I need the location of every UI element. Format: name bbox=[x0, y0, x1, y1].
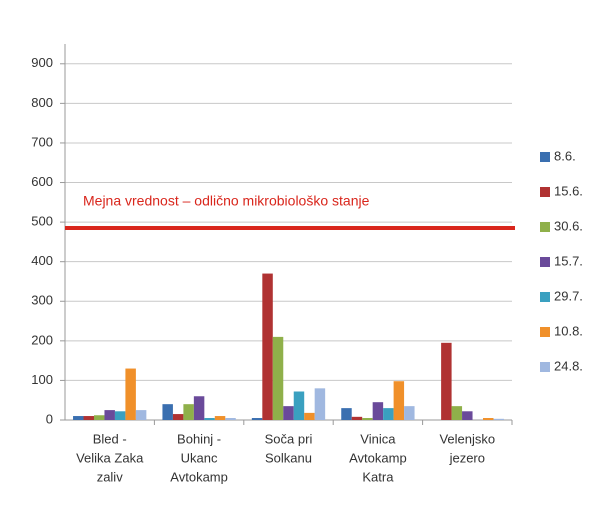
y-tick-label: 300 bbox=[31, 293, 53, 308]
legend-label: 15.7. bbox=[554, 253, 583, 268]
bar bbox=[114, 411, 126, 420]
x-tick-label: Velika Zaka bbox=[76, 450, 144, 465]
y-tick-label: 600 bbox=[31, 174, 53, 189]
bar bbox=[351, 416, 363, 420]
bar bbox=[183, 404, 194, 420]
bar bbox=[462, 411, 473, 420]
bar bbox=[393, 381, 405, 420]
bar bbox=[135, 410, 147, 420]
bar bbox=[341, 408, 352, 420]
x-tick-label: Soča pri bbox=[265, 431, 313, 446]
y-tick-label: 700 bbox=[31, 134, 53, 149]
bar bbox=[162, 404, 173, 420]
legend-label: 10.8. bbox=[554, 323, 583, 338]
bar bbox=[493, 418, 504, 420]
y-tick-label: 800 bbox=[31, 95, 53, 110]
x-tick-label: Avtokamp bbox=[170, 469, 228, 484]
y-tick-label: 900 bbox=[31, 55, 53, 70]
bar bbox=[441, 342, 452, 420]
y-tick-label: 0 bbox=[46, 411, 53, 426]
bar bbox=[251, 418, 263, 420]
bar bbox=[73, 416, 84, 420]
legend-label: 8.6. bbox=[554, 148, 576, 163]
legend-swatch bbox=[540, 257, 550, 267]
legend-label: 24.8. bbox=[554, 358, 583, 373]
bar bbox=[172, 414, 184, 420]
x-tick-label: Bled - bbox=[93, 431, 127, 446]
x-tick-label: Avtokamp bbox=[349, 450, 407, 465]
y-tick-label: 100 bbox=[31, 372, 53, 387]
x-tick-label: Ukanc bbox=[181, 450, 218, 465]
bar bbox=[451, 406, 463, 420]
bar bbox=[262, 273, 273, 420]
legend-swatch bbox=[540, 152, 550, 162]
legend-swatch bbox=[540, 222, 550, 232]
bar bbox=[372, 402, 384, 420]
x-tick-label: Katra bbox=[362, 469, 394, 484]
legend-swatch bbox=[540, 362, 550, 372]
bar bbox=[225, 418, 236, 420]
x-tick-label: jezero bbox=[449, 450, 485, 465]
bar bbox=[314, 388, 326, 420]
bar bbox=[104, 410, 115, 420]
bar bbox=[404, 406, 415, 420]
legend-label: 30.6. bbox=[554, 218, 583, 233]
bar bbox=[283, 406, 294, 420]
y-tick-label: 200 bbox=[31, 332, 53, 347]
legend-label: 29.7. bbox=[554, 288, 583, 303]
threshold-label: Mejna vrednost – odlično mikrobiološko s… bbox=[83, 193, 370, 209]
legend-swatch bbox=[540, 187, 550, 197]
bar bbox=[83, 416, 94, 420]
legend-swatch bbox=[540, 292, 550, 302]
y-tick-label: 400 bbox=[31, 253, 53, 268]
bar bbox=[272, 336, 284, 420]
bar bbox=[383, 408, 394, 420]
bar bbox=[93, 415, 105, 420]
bar bbox=[362, 418, 373, 420]
bar bbox=[304, 412, 315, 420]
x-tick-label: Bohinj - bbox=[177, 431, 221, 446]
legend-label: 15.6. bbox=[554, 183, 583, 198]
x-tick-label: Solkanu bbox=[265, 450, 312, 465]
bar bbox=[214, 416, 226, 420]
bar bbox=[483, 418, 494, 420]
legend-swatch bbox=[540, 327, 550, 337]
bar bbox=[293, 391, 305, 420]
x-tick-label: zaliv bbox=[97, 469, 124, 484]
y-tick-label: 500 bbox=[31, 214, 53, 229]
x-tick-label: Velenjsko bbox=[439, 431, 495, 446]
x-tick-label: Vinica bbox=[360, 431, 396, 446]
bar bbox=[193, 396, 205, 420]
bar bbox=[125, 368, 136, 420]
bar bbox=[204, 418, 215, 420]
